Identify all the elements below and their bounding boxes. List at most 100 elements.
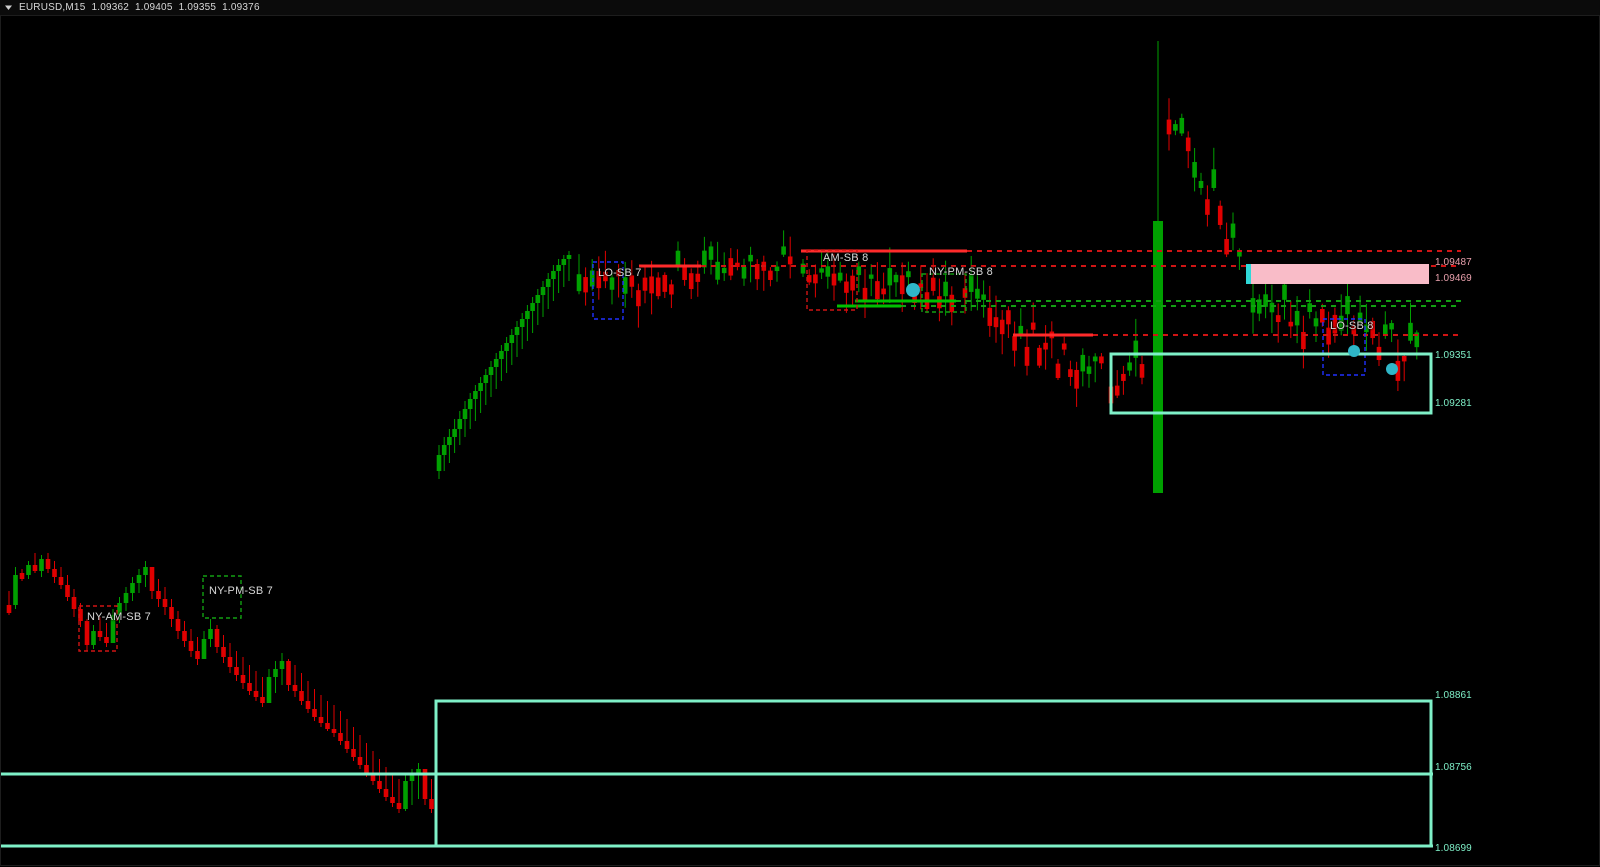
price-axis-label-1: 1.09469 [1435,273,1472,284]
candle-body [214,629,220,647]
candle-body [993,317,999,328]
candle-body [616,269,621,277]
candle-body [850,275,855,291]
quote-open: 1.09362 [91,2,130,13]
candle-body [1320,309,1325,323]
candle-body [234,667,239,675]
session-box-5[interactable] [1322,318,1366,376]
candle-body [312,709,317,717]
candle-body [1173,124,1178,131]
candle-body [596,270,602,289]
candle-body [825,266,831,277]
candle-body [1301,331,1306,350]
candle-body [357,757,363,765]
candle-body [1332,314,1338,334]
candle-body [540,287,546,295]
candle-body [279,661,285,669]
candle-body [1237,250,1242,257]
candle-body [662,274,668,292]
candle-body [65,585,70,597]
candle-body [493,359,499,367]
candle-body [1133,340,1139,358]
session-box-label-1: NY-PM-SB 7 [209,585,273,597]
candle-body [84,621,90,645]
candle-body [629,275,635,287]
candle-body [748,254,753,262]
candle-body [655,277,661,297]
session-box-label-0: NY-AM-SB 7 [87,611,151,623]
candle-body [912,294,917,303]
candle-body [383,789,389,797]
quote-close: 1.09376 [222,2,260,13]
candle-body [975,288,980,299]
candle-body [1275,315,1281,323]
chevron-down-icon[interactable] [4,3,13,12]
candle-body [962,288,968,298]
candle-body [509,335,515,343]
candle-body [1313,318,1319,327]
candle-body [1166,119,1172,135]
chart-vector-layer [1,41,1461,848]
price-axis-label-5: 1.08756 [1435,762,1472,773]
chart-frame[interactable]: 1.09487 1.09469 1.09351 1.09281 1.08861 1.087… [0,15,1600,866]
candle-body [1307,303,1312,313]
candle-body [1205,199,1210,215]
session-box-4[interactable] [921,273,967,313]
entry-dot-3[interactable] [1386,363,1398,375]
candle-body [1408,322,1413,341]
candle-body [149,567,155,591]
candle-body [675,250,681,267]
candle-body [1217,205,1223,225]
candle-body [26,565,31,575]
candle-body [1139,364,1145,378]
candle-body [504,343,509,351]
candle-body [1326,327,1331,345]
candle-body [566,255,572,259]
candle-body [715,261,720,280]
candle-body [318,717,324,723]
candle-body [377,781,382,789]
candle-body [6,605,12,613]
candle-body [576,274,582,292]
candle-body [273,669,278,677]
demand-zone-mid[interactable] [1109,352,1433,415]
candle-body [1282,284,1287,300]
price-axis-label-0: 1.09487 [1435,257,1472,268]
session-box-3[interactable] [806,249,858,311]
session-box-1[interactable] [202,575,242,619]
candle-body [708,246,714,260]
candle-body [221,647,226,657]
candle-body [473,391,478,399]
chart-plot-area[interactable] [1,16,1600,867]
session-box-0[interactable] [78,605,118,652]
candle-body [682,266,687,280]
session-box-2[interactable] [592,261,624,320]
candle-body [1043,342,1048,350]
entry-dot-1[interactable] [906,283,920,297]
session-box-label-5: LO-SB 8 [1330,320,1374,332]
session-box-label-4: NY-PM-SB 8 [929,266,993,278]
entry-dot-2[interactable] [1348,345,1360,357]
candle-body [1030,322,1036,330]
candle-body [1179,117,1185,134]
candle-body [409,775,415,781]
candle-body [1099,356,1104,364]
candle-body [45,559,51,569]
candle-body [169,607,174,619]
candle-body [768,270,773,280]
candle-body [525,311,530,319]
candle-body [1269,302,1275,313]
supply-zone-block[interactable] [1246,264,1429,284]
candle-body [1211,169,1217,188]
candle-body [364,765,369,773]
candle-body [530,303,535,311]
candle-body [175,619,181,631]
supply-zone-origin-marker [1246,264,1251,284]
candle-body [551,271,556,279]
candle-body [136,575,142,583]
candle-body [1288,321,1294,327]
candle-body [669,284,674,295]
candle-body [201,639,207,659]
candle-body [906,271,911,278]
